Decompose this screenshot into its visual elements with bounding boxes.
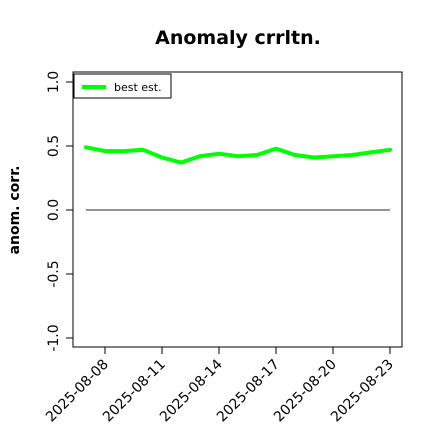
series-line-best-est (84, 145, 392, 165)
chart-title: Anomaly crrltn. (155, 27, 321, 49)
legend: best est. (73, 73, 172, 99)
x-axis: 2025-08-082025-08-112025-08-142025-08-17… (43, 347, 397, 425)
series-group (84, 145, 392, 165)
y-tick-label: -1.0 (46, 324, 62, 351)
legend-label: best est. (114, 81, 162, 94)
y-tick-label: 0.5 (46, 135, 62, 157)
y-tick-label: 1.0 (46, 71, 62, 93)
y-tick-label: -0.5 (46, 260, 62, 287)
y-axis-label: anom. corr. (7, 166, 23, 255)
y-tick-label: 0.0 (46, 199, 62, 221)
y-axis: -1.0 -0.5 0.0 0.5 1.0 (46, 71, 73, 352)
